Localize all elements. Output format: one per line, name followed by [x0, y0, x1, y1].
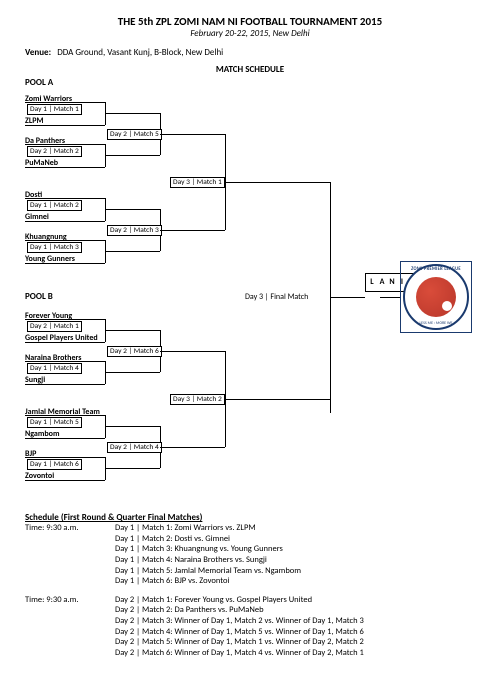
match-box: Day 2 | Match 6 [107, 346, 162, 357]
final-match-text: Day 3 | Final Match [245, 292, 308, 302]
schedule-line: Day 2 | Match 6: Winner of Day 1, Match … [115, 648, 364, 659]
page-subtitle: February 20-22, 2015, New Delhi [25, 28, 475, 39]
match-box: Day 1 | Match 1 [27, 104, 82, 115]
match-box: Day 2 | Match 4 [107, 442, 162, 453]
logo-top-text: ZOMI PREMIER LEAGUE [411, 267, 461, 272]
pool-b-bracket: Forever Young Day 2 | Match 1 Gospel Pla… [25, 311, 475, 506]
match-box: Day 1 | Match 4 [27, 363, 82, 374]
match-box: Day 1 | Match 6 [27, 459, 82, 470]
page-title: THE 5th ZPL ZOMI NAM NI FOOTBALL TOURNAM… [25, 15, 475, 28]
pool-a-bracket: Zomi Warriors Day 1 | Match 1 ZLPM Da Pa… [25, 94, 475, 289]
time-label: Time: 9:30 a.m. [25, 595, 115, 606]
schedule-line: Day 2 | Match 1: Forever Young vs. Gospe… [115, 595, 312, 606]
match-box: Day 1 | Match 3 [27, 242, 82, 253]
schedule-line: Day 1 | Match 6: BJP vs. Zovontoi [115, 576, 229, 587]
schedule-line: Day 2 | Match 4: Winner of Day 1, Match … [115, 627, 364, 638]
schedule-line: Day 1 | Match 5: Jamlal Memorial Team vs… [115, 566, 301, 577]
schedule-line: Day 2 | Match 2: Da Panthers vs. PuMaNeb [115, 605, 264, 616]
schedule-line: Day 2 | Match 3: Winner of Day 1, Match … [115, 616, 364, 627]
schedule-line: Day 2 | Match 5: Winner of Day 1, Match … [115, 637, 364, 648]
match-box: Day 1 | Match 2 [27, 200, 82, 211]
time-label: Time: 9:30 a.m. [25, 523, 115, 534]
match-box: Day 2 | Match 1 [27, 321, 82, 332]
match-schedule-title: MATCH SCHEDULE [25, 64, 475, 75]
match-box: Day 3 | Match 1 [170, 177, 225, 188]
venue-line: Venue: DDA Ground, Vasant Kunj, B-Block,… [25, 47, 475, 58]
match-box: Day 3 | Match 2 [170, 394, 225, 405]
final-section: POOL B FINAL Day 3 | Final Match ZOMI PR… [25, 289, 475, 311]
venue-label: Venue: [25, 47, 51, 58]
schedule-block: Schedule (First Round & Quarter Final Ma… [25, 512, 475, 659]
schedule-line: Day 1 | Match 4: Naraina Brothers vs. Su… [115, 555, 267, 566]
schedule-line: Day 1 | Match 1: Zomi Warriors vs. ZLPM [115, 523, 256, 534]
match-box: Day 1 | Match 5 [27, 417, 82, 428]
pool-b-label: POOL B [25, 291, 53, 302]
match-box: Day 2 | Match 5 [107, 129, 162, 140]
match-box: Day 2 | Match 3 [107, 225, 162, 236]
schedule-heading: Schedule (First Round & Quarter Final Ma… [25, 512, 475, 523]
match-box: Day 2 | Match 2 [27, 146, 82, 157]
pool-a-label: POOL A [25, 77, 475, 88]
schedule-line: Day 1 | Match 3: Khuangnung vs. Young Gu… [115, 544, 283, 555]
venue-text: DDA Ground, Vasant Kunj, B-Block, New De… [57, 47, 223, 58]
schedule-line: Day 1 | Match 2: Dosti vs. Gimnei [115, 534, 230, 545]
